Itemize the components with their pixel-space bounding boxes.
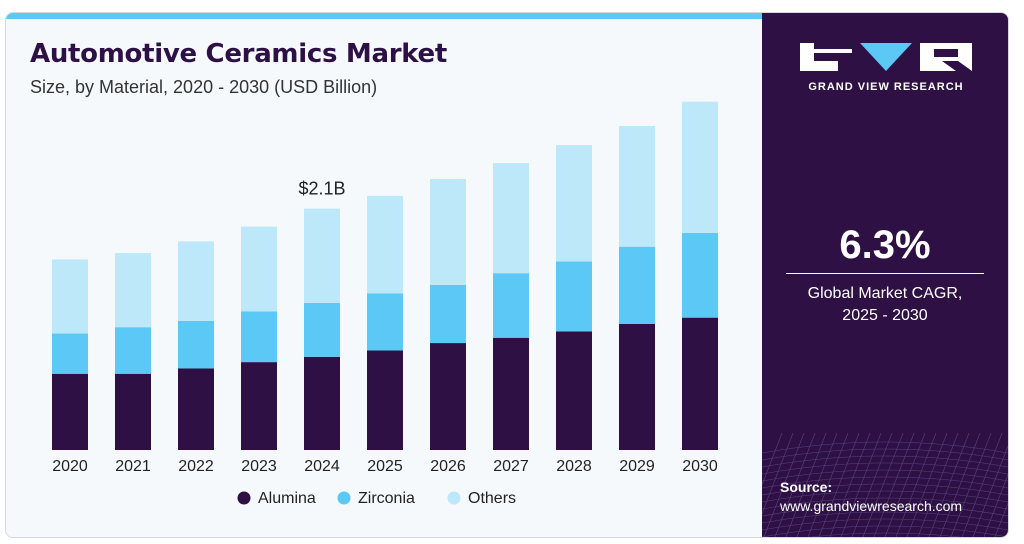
bar-others-2029 xyxy=(619,126,655,247)
bar-zirconia-2028 xyxy=(556,261,592,332)
bar-others-2027 xyxy=(493,163,529,274)
x-tick-label: 2024 xyxy=(304,458,340,475)
legend-swatch-zirconia xyxy=(337,491,351,505)
bar-alumina-2024 xyxy=(304,356,340,450)
cagr-value: 6.3% xyxy=(839,223,931,267)
bar-zirconia-2027 xyxy=(493,273,529,338)
x-tick-label: 2022 xyxy=(178,458,214,475)
x-tick-label: 2021 xyxy=(115,458,151,475)
x-tick-label: 2029 xyxy=(619,458,655,475)
bar-others-2028 xyxy=(556,145,592,262)
bar-alumina-2021 xyxy=(115,373,151,450)
bar-others-2021 xyxy=(115,253,151,328)
info-sidebar: GRAND VIEW RESEARCH 6.3% Global Market C… xyxy=(762,13,1008,537)
x-tick-label: 2027 xyxy=(493,458,529,475)
bar-others-2022 xyxy=(178,241,214,321)
x-tick-label: 2028 xyxy=(556,458,592,475)
bar-zirconia-2021 xyxy=(115,327,151,374)
legend-swatch-others xyxy=(447,491,461,505)
x-tick-label: 2026 xyxy=(430,458,466,475)
divider xyxy=(786,273,984,274)
bar-zirconia-2030 xyxy=(682,232,718,318)
bar-alumina-2028 xyxy=(556,331,592,450)
chart-card: Automotive Ceramics Market Size, by Mate… xyxy=(5,12,1009,538)
source-label: Source: xyxy=(780,479,833,495)
chart-subtitle: Size, by Material, 2020 - 2030 (USD Bill… xyxy=(30,77,378,97)
bar-zirconia-2026 xyxy=(430,284,466,344)
bar-others-2030 xyxy=(682,101,718,233)
bar-others-2023 xyxy=(241,226,277,312)
chart-panel: Automotive Ceramics Market Size, by Mate… xyxy=(6,13,762,537)
bar-zirconia-2023 xyxy=(241,311,277,363)
bar-zirconia-2024 xyxy=(304,302,340,357)
bar-alumina-2029 xyxy=(619,324,655,450)
accent-bar xyxy=(6,13,762,19)
legend-label-alumina: Alumina xyxy=(258,490,316,507)
bar-others-2025 xyxy=(367,195,403,294)
bar-others-2024 xyxy=(304,208,340,303)
bar-alumina-2025 xyxy=(367,350,403,450)
cagr-caption: Global Market CAGR, 2025 - 2030 xyxy=(762,283,1008,327)
bar-zirconia-2025 xyxy=(367,293,403,351)
legend-label-zirconia: Zirconia xyxy=(358,490,415,507)
x-tick-label: 2025 xyxy=(367,458,403,475)
bar-alumina-2023 xyxy=(241,362,277,450)
stacked-bar-chart: 2020 2021 2022 2023 2024 $2.1B 2025 2026 2027 202… xyxy=(52,101,718,507)
bar-others-2020 xyxy=(52,259,88,334)
bar-alumina-2022 xyxy=(178,368,214,450)
cagr-label: Global Market CAGR, xyxy=(807,285,963,302)
brand-name: GRAND VIEW RESEARCH xyxy=(808,81,964,93)
bar-zirconia-2022 xyxy=(178,320,214,369)
bar-others-2026 xyxy=(430,178,466,285)
logo-mark-icon xyxy=(800,43,972,71)
bar-alumina-2030 xyxy=(682,317,718,450)
bar-alumina-2020 xyxy=(52,373,88,450)
x-tick-label: 2030 xyxy=(682,458,718,475)
value-annotation: $2.1B xyxy=(298,179,345,199)
decorative-mesh xyxy=(762,432,1008,537)
legend-swatch-alumina xyxy=(237,491,251,505)
bar-alumina-2027 xyxy=(493,337,529,450)
chart-title: Automotive Ceramics Market xyxy=(30,39,447,69)
source-url: www.grandviewresearch.com xyxy=(780,498,963,514)
grand-view-research-logo: GRAND VIEW RESEARCH xyxy=(792,41,980,101)
x-tick-label: 2023 xyxy=(241,458,277,475)
bar-zirconia-2029 xyxy=(619,246,655,324)
legend-label-others: Others xyxy=(468,490,516,507)
bar-zirconia-2020 xyxy=(52,333,88,374)
cagr-period: 2025 - 2030 xyxy=(842,307,928,324)
x-tick-label: 2020 xyxy=(52,458,88,475)
bar-alumina-2026 xyxy=(430,343,466,450)
